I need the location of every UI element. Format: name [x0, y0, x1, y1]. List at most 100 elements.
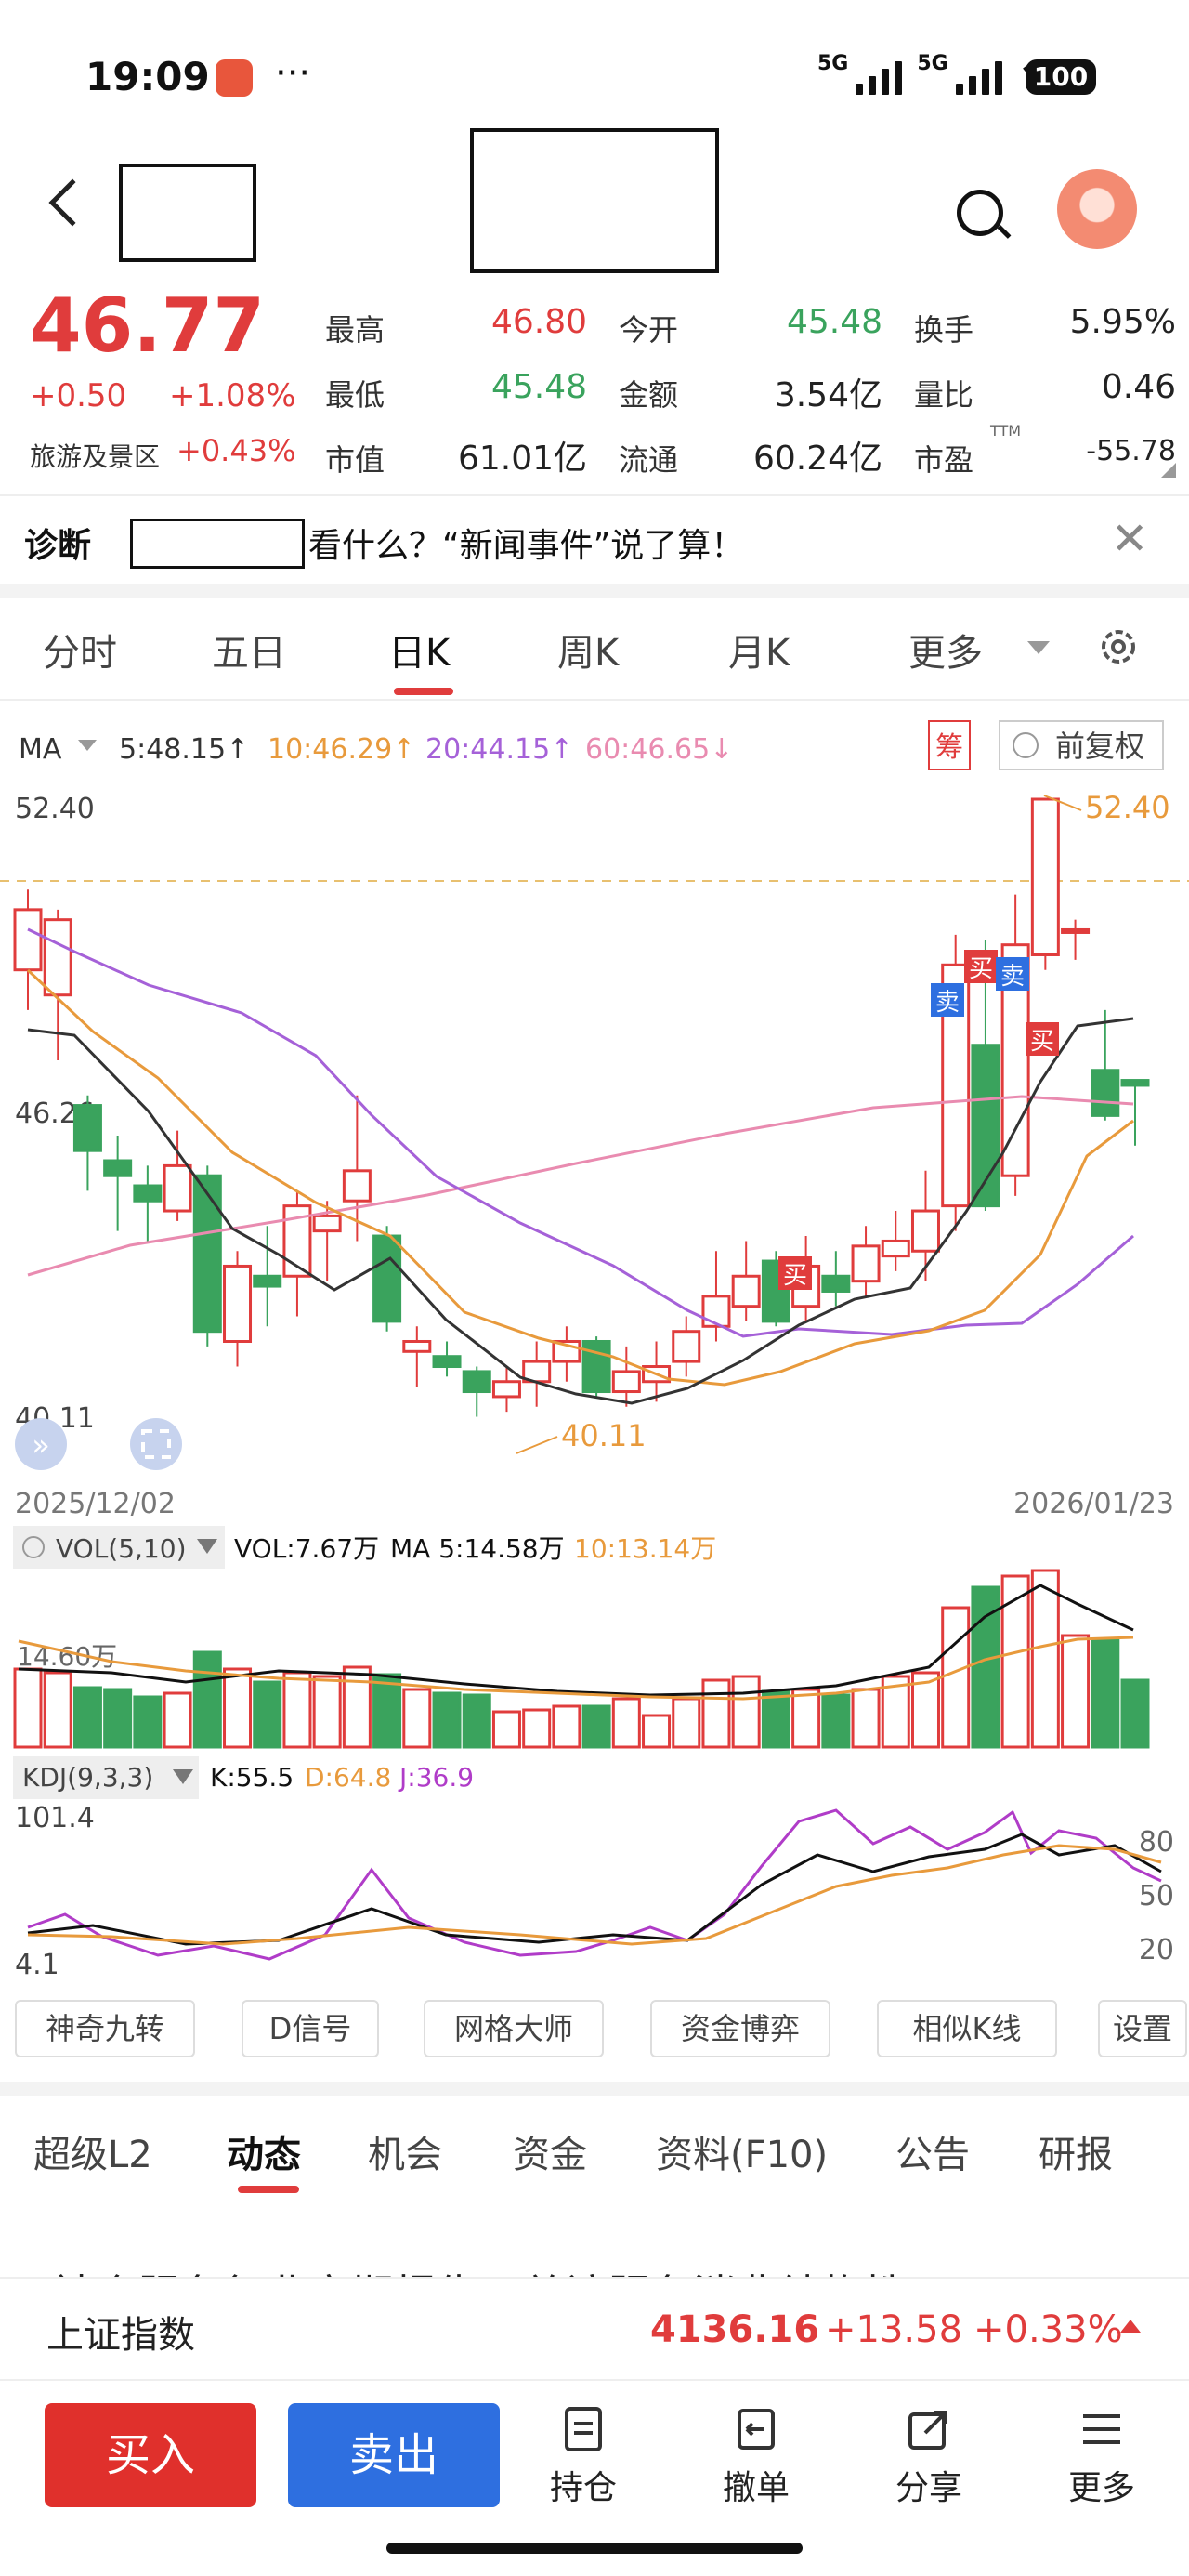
cancel-order-label: 撤单	[722, 2469, 790, 2507]
kline-chart[interactable]: MA 5:48.15↑ 10:46.29↑ 20:44.15↑ 60:46.65…	[0, 706, 1189, 1989]
tab-opportunity[interactable]: 机会	[368, 2134, 442, 2176]
vol-axis: 14.60万	[17, 1641, 117, 1672]
stat-value: 5.95%	[1069, 303, 1176, 341]
kdj-indicator-button[interactable]	[13, 1756, 199, 1799]
gear-icon[interactable]	[1096, 624, 1141, 669]
sell-button[interactable]: 卖出	[288, 2403, 500, 2507]
volume-bar	[552, 1704, 581, 1749]
stat-value: -55.78	[1086, 435, 1176, 467]
ttm-label: TTM	[990, 422, 1022, 440]
share-button[interactable]: 分享	[873, 2403, 985, 2515]
stat-value: 3.54亿	[774, 376, 882, 414]
menu-icon	[1083, 2414, 1120, 2444]
sell-tag	[931, 983, 964, 1017]
price-axis-top: 52.40	[15, 793, 95, 825]
index-ticker[interactable]	[0, 2277, 1189, 2381]
stat-value: 46.80	[490, 303, 587, 341]
chip-button[interactable]	[928, 720, 971, 770]
search-icon[interactable]	[957, 190, 1003, 236]
chip-label: 筹	[935, 731, 963, 764]
candle-body	[611, 1370, 641, 1394]
vol-indicator-button[interactable]	[13, 1526, 225, 1569]
current-price: 46.77	[30, 283, 266, 369]
tool-settings-button[interactable]: 设置	[1098, 2000, 1187, 2057]
tool-d-signal-button[interactable]: D信号	[242, 2000, 379, 2057]
expand-corner-icon[interactable]	[1161, 463, 1176, 478]
adjust-button[interactable]	[999, 720, 1164, 770]
tab-research[interactable]: 研报	[1039, 2134, 1113, 2176]
more-label: 更多	[1067, 2469, 1135, 2507]
kdj-label: KDJ(9,3,3)	[22, 1762, 153, 1793]
divider	[0, 2082, 1189, 2096]
candle-body	[372, 1234, 402, 1323]
more-button[interactable]: 更多	[1046, 2403, 1157, 2515]
tab-month-k[interactable]: 月K	[728, 632, 790, 675]
buy-tag	[964, 950, 998, 983]
volume-bar	[163, 1691, 192, 1749]
volume-bar	[43, 1671, 72, 1749]
candle-body	[133, 1184, 163, 1203]
volume-bar	[282, 1671, 312, 1749]
sector-label[interactable]: 旅游及景区	[30, 441, 161, 472]
volume-bar	[72, 1686, 102, 1749]
ma-label[interactable]: MA	[19, 733, 62, 766]
caret-down-icon[interactable]	[78, 740, 97, 751]
stat-value: 45.48	[786, 303, 882, 341]
index-pct: +0.33%	[973, 2308, 1123, 2351]
tab-five-day[interactable]: 五日	[212, 632, 286, 675]
avatar[interactable]	[1057, 169, 1137, 249]
date-start: 2025/12/02	[15, 1488, 176, 1520]
diagnose-banner[interactable]	[0, 494, 1189, 584]
caret-down-icon[interactable]	[197, 1539, 217, 1554]
stat-label: 今开	[619, 312, 679, 348]
back-icon[interactable]	[48, 178, 97, 227]
app-notification-icon	[216, 59, 253, 97]
holdings-button[interactable]: 持仓	[528, 2403, 639, 2515]
volume-bar	[223, 1667, 253, 1749]
buy-button[interactable]: 买入	[45, 2403, 256, 2507]
fullscreen-icon[interactable]	[130, 1418, 182, 1470]
candle-body	[881, 1239, 910, 1258]
stat-value: 60.24亿	[752, 440, 882, 478]
tab-more[interactable]: 更多	[908, 632, 983, 675]
stat-label: 市值	[325, 442, 385, 478]
candle-body	[223, 1264, 253, 1343]
tab-f10[interactable]: 资料(F10)	[656, 2134, 829, 2176]
tool-grid-master-button[interactable]: 网格大师	[424, 2000, 604, 2057]
volume-bar	[1091, 1637, 1120, 1749]
tab-news-feed[interactable]: 动态	[227, 2134, 301, 2176]
cancel-order-button[interactable]: 撤单	[700, 2403, 812, 2515]
candle-body	[342, 1169, 372, 1203]
tab-week-k[interactable]: 周K	[557, 632, 620, 675]
tab-day-k[interactable]: 日K	[388, 632, 451, 675]
close-icon[interactable]: ✕	[1111, 513, 1149, 565]
tool-fund-game-button[interactable]: 资金博弈	[650, 2000, 830, 2057]
tab-minute[interactable]: 分时	[43, 632, 117, 675]
volume-bar	[522, 1708, 552, 1749]
caret-down-icon[interactable]	[173, 1769, 193, 1784]
signal-tags: 买 卖 买 卖 买	[778, 950, 1059, 1290]
candle-body	[312, 1214, 342, 1233]
vol-ma5-line	[18, 1584, 1134, 1697]
sell-tag	[996, 957, 1029, 991]
volume-bar	[672, 1697, 701, 1749]
candle-body	[701, 1295, 731, 1328]
candle-body	[1030, 797, 1060, 956]
tool-similar-k-button[interactable]: 相似K线	[877, 2000, 1057, 2057]
ma-lines	[26, 927, 1134, 1405]
kdj-axis-top: 101.4	[15, 1802, 95, 1834]
tab-funds[interactable]: 资金	[513, 2134, 587, 2176]
tab-announcement[interactable]: 公告	[895, 2134, 970, 2176]
tool-nine-turn-button[interactable]: 神奇九转	[15, 2000, 195, 2057]
volume-bar	[791, 1688, 821, 1749]
chevron-down-icon[interactable]	[1027, 641, 1050, 654]
buy-tag-label: 买	[783, 1262, 807, 1290]
redacted-stock-name	[130, 519, 305, 569]
tab-super-l2[interactable]: 超级L2	[33, 2134, 152, 2176]
expand-left-icon[interactable]	[15, 1418, 67, 1470]
home-indicator[interactable]	[386, 2543, 803, 2554]
caret-up-icon[interactable]	[1120, 2320, 1141, 2333]
candle-body	[731, 1274, 761, 1308]
candle-body	[72, 1104, 102, 1152]
candle-body	[1061, 927, 1091, 934]
